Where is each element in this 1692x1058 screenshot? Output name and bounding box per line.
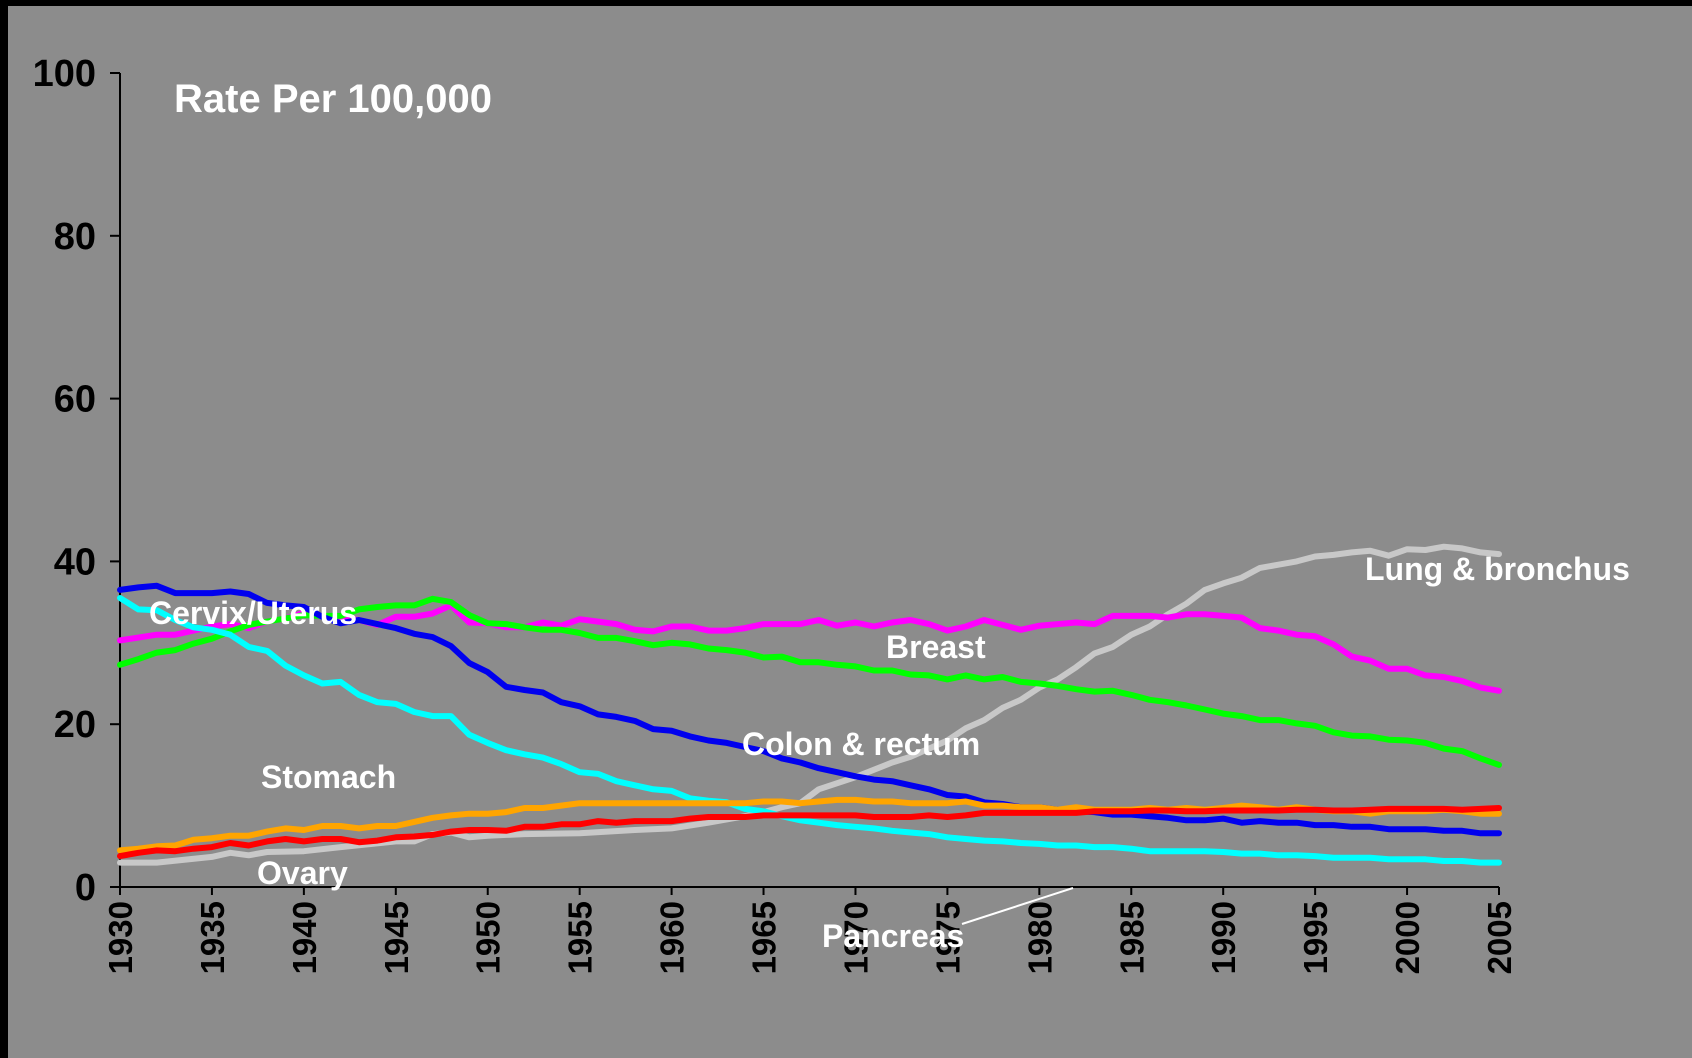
x-tick-label: 1975	[929, 901, 966, 974]
x-tick-label: 1960	[654, 901, 691, 974]
line-chart: 0 20 40 60 80 100 1930 1935 1940 1945 1950 1955 1960…	[33, 53, 1630, 974]
y-tick-label: 60	[54, 379, 96, 421]
x-tick-label: 1930	[102, 901, 139, 974]
series-label-stomach: Stomach	[261, 759, 396, 795]
y-axis-label: Rate Per 100,000	[174, 77, 492, 121]
x-tick-label: 1970	[837, 901, 874, 974]
axes	[119, 73, 1499, 888]
x-tick-label: 1955	[562, 901, 599, 974]
series-label-ovary: Ovary	[257, 855, 348, 891]
x-tick-label: 1940	[286, 901, 323, 974]
series-line-colon-rectum	[117, 595, 1502, 768]
x-tick-label: 1945	[378, 901, 415, 974]
x-tick-label: 2005	[1481, 901, 1518, 974]
y-tick-label: 100	[33, 53, 96, 95]
series-label-pancreas: Pancreas	[822, 918, 964, 954]
series-label-breast: Breast	[886, 629, 986, 665]
series-label-cervix-uterus: Cervix/Uterus	[149, 595, 357, 631]
series-line-pancreas	[117, 805, 1502, 860]
x-tick-label: 1995	[1297, 901, 1334, 974]
pancreas-leader-line	[961, 887, 1074, 925]
y-tick-label: 40	[54, 541, 96, 583]
series-label-lung-bronchus: Lung & bronchus	[1365, 551, 1630, 587]
y-tick-label: 20	[54, 704, 96, 746]
series-line-stomach	[117, 595, 1502, 866]
x-tick-label: 1990	[1205, 901, 1242, 974]
series-labels: Lung & bronchus Breast Colon & rectum Cervi…	[149, 551, 1630, 954]
y-tick-label: 0	[75, 867, 96, 909]
y-tick-label: 80	[54, 216, 96, 258]
x-tick-label: 2000	[1389, 901, 1426, 974]
x-tick-label: 1965	[746, 901, 783, 974]
chart-frame: 0 20 40 60 80 100 1930 1935 1940 1945 1950 1955 1960…	[8, 6, 1692, 1058]
x-tick-label: 1980	[1021, 901, 1058, 974]
x-tick-label: 1935	[194, 901, 231, 974]
series-line-cervix-uterus	[117, 582, 1502, 837]
x-tick-label: 1985	[1113, 901, 1150, 974]
x-tick-label: 1950	[470, 901, 507, 974]
axis-ticks: 0 20 40 60 80 100 1930 1935 1940 1945 1950 1955 1960…	[33, 53, 1518, 974]
series-lines	[117, 543, 1502, 866]
series-label-colon-rectum: Colon & rectum	[742, 726, 980, 762]
